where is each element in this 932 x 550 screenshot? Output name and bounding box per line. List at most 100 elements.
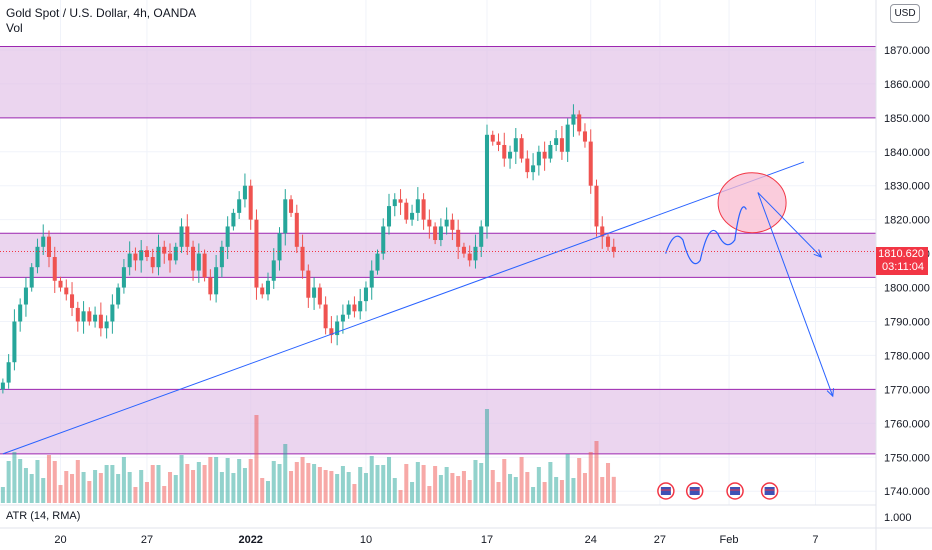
price-tick-label: 1800.000 bbox=[884, 283, 930, 295]
candle-body bbox=[502, 144, 507, 159]
candle-body bbox=[300, 246, 305, 271]
candle-body bbox=[196, 253, 201, 271]
candle-body bbox=[58, 280, 63, 288]
us-event-flag-icon[interactable] bbox=[726, 482, 744, 500]
volume-bar bbox=[104, 465, 109, 503]
candle-body bbox=[427, 219, 432, 227]
volume-bar bbox=[127, 472, 132, 503]
projection-arrow bbox=[757, 192, 834, 397]
volume-bar bbox=[496, 482, 501, 503]
time-axis[interactable]: 20 27 2022 10 17 24 27 Feb 7 bbox=[54, 534, 818, 546]
volume-bar bbox=[456, 476, 461, 503]
zone-rect bbox=[0, 46, 876, 118]
volume-bar bbox=[340, 466, 345, 503]
volume-bar bbox=[375, 465, 380, 503]
candle-body bbox=[352, 304, 357, 312]
candle-body bbox=[588, 141, 593, 186]
candle-body bbox=[70, 294, 75, 308]
us-event-flag-icon[interactable] bbox=[657, 482, 675, 500]
volume-bar bbox=[242, 468, 247, 503]
candle-body bbox=[548, 144, 553, 159]
projection-wave bbox=[665, 206, 747, 265]
volume-bar bbox=[70, 474, 75, 503]
candle-body bbox=[461, 246, 466, 254]
time-tick-label: 7 bbox=[812, 534, 818, 546]
volume-bar bbox=[98, 473, 103, 503]
candle-body bbox=[248, 185, 253, 220]
zone-rect bbox=[0, 389, 876, 454]
volume-bar bbox=[582, 473, 587, 503]
volume-bar bbox=[87, 481, 92, 503]
candle-body bbox=[121, 267, 126, 288]
volume-bar bbox=[484, 409, 490, 503]
candle-body bbox=[0, 382, 5, 390]
volume-bars bbox=[0, 409, 616, 503]
volume-bar bbox=[438, 475, 443, 503]
volume-bar bbox=[513, 477, 518, 503]
volume-bar bbox=[559, 480, 564, 503]
time-tick-label: 24 bbox=[585, 534, 597, 546]
volume-bar bbox=[519, 457, 524, 503]
volume-bar bbox=[410, 482, 415, 503]
candle-body bbox=[237, 199, 242, 213]
candle-body bbox=[254, 219, 259, 288]
candle-body bbox=[144, 250, 149, 257]
candle-body bbox=[479, 226, 484, 247]
candle-body bbox=[64, 287, 69, 295]
atr-indicator-label: ATR (14, RMA) bbox=[6, 510, 81, 522]
price-tick-label: 1840.000 bbox=[884, 147, 930, 159]
candle-body bbox=[156, 246, 161, 268]
candle-body bbox=[559, 138, 564, 152]
candle-body bbox=[398, 199, 403, 203]
candle-body bbox=[277, 233, 282, 261]
candle-body bbox=[41, 236, 46, 247]
volume-bar bbox=[208, 457, 213, 503]
price-tick-label: 1780.000 bbox=[884, 350, 930, 362]
volume-bar bbox=[300, 457, 305, 503]
candle-body bbox=[179, 226, 184, 247]
volume-bar bbox=[421, 465, 426, 503]
volume-bar bbox=[58, 485, 63, 503]
volume-bar bbox=[306, 463, 311, 503]
candle-body bbox=[18, 304, 23, 322]
currency-button[interactable]: USD bbox=[890, 4, 920, 23]
candle-body bbox=[582, 131, 587, 142]
candle-body bbox=[358, 301, 363, 312]
candle-body bbox=[312, 287, 317, 298]
symbol-title: Gold Spot / U.S. Dollar, 4h, OANDA bbox=[6, 6, 197, 20]
candle-body bbox=[46, 236, 52, 257]
candle-body bbox=[444, 219, 449, 227]
volume-bar bbox=[260, 478, 265, 503]
candle-body bbox=[531, 165, 536, 173]
volume-bar bbox=[289, 471, 294, 503]
volume-bar bbox=[358, 467, 363, 503]
volume-bar bbox=[381, 465, 386, 503]
candle-body bbox=[173, 246, 178, 261]
candle-body bbox=[75, 307, 80, 322]
flag-body bbox=[764, 487, 775, 495]
volume-bar bbox=[508, 474, 513, 503]
candle-body bbox=[139, 250, 144, 261]
volume-bar bbox=[29, 474, 34, 503]
candle-body bbox=[306, 270, 311, 298]
time-tick-label: 27 bbox=[141, 534, 153, 546]
us-event-flag-icon[interactable] bbox=[685, 482, 704, 500]
candle-body bbox=[191, 246, 196, 271]
volume-bar bbox=[277, 464, 282, 503]
candle-body bbox=[525, 158, 530, 173]
trendline bbox=[2, 161, 805, 455]
volume-bar bbox=[23, 468, 28, 503]
us-event-flag-icon[interactable] bbox=[760, 482, 779, 500]
volume-bar bbox=[214, 457, 219, 503]
candle-body bbox=[219, 246, 224, 268]
candle-body bbox=[340, 314, 345, 322]
price-tick-label: 1820.000 bbox=[884, 215, 930, 227]
candle-body bbox=[265, 280, 271, 295]
candle-body bbox=[167, 253, 173, 261]
price-axis[interactable]: 1740.000 1750.000 1760.000 1770.000 1780.000… bbox=[884, 45, 930, 498]
economic-events[interactable] bbox=[657, 482, 779, 500]
volume-bar bbox=[12, 452, 17, 503]
candle-body bbox=[242, 185, 247, 200]
candle-body bbox=[611, 246, 616, 252]
